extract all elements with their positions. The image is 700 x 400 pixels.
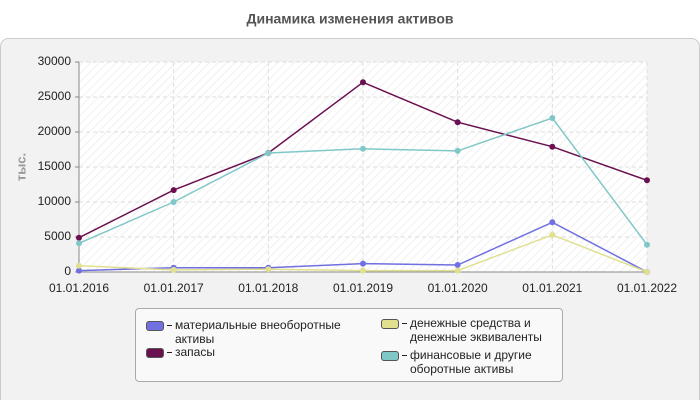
point bbox=[265, 150, 272, 156]
legend-dash bbox=[402, 323, 407, 324]
y-tick-label: 20000 bbox=[38, 124, 72, 138]
legend-dash bbox=[167, 325, 172, 326]
x-tick-label: 01.01.2018 bbox=[238, 281, 298, 295]
point bbox=[76, 262, 82, 269]
point bbox=[265, 266, 272, 273]
legend-item: материальные внеоборотные активы bbox=[146, 318, 346, 346]
legend-dash bbox=[167, 352, 172, 353]
legend-item: запасы bbox=[146, 345, 346, 359]
point bbox=[76, 234, 82, 241]
point bbox=[76, 240, 82, 247]
point bbox=[170, 199, 177, 205]
legend-swatch bbox=[146, 348, 164, 358]
y-tick-label: 10000 bbox=[38, 194, 72, 208]
legend-label: запасы bbox=[175, 345, 215, 359]
x-tick-label: 01.01.2019 bbox=[333, 281, 393, 295]
x-tick-label: 01.01.2021 bbox=[522, 281, 582, 295]
point bbox=[360, 267, 366, 274]
x-tick-label: 01.01.2022 bbox=[617, 281, 677, 295]
point bbox=[454, 119, 461, 126]
point bbox=[549, 143, 556, 150]
point bbox=[644, 241, 650, 248]
point bbox=[549, 231, 556, 238]
point bbox=[454, 267, 461, 274]
point bbox=[360, 260, 366, 267]
x-tick-label: 01.01.2020 bbox=[428, 281, 488, 295]
point bbox=[549, 219, 556, 226]
y-tick-label: 25000 bbox=[38, 89, 72, 103]
y-tick-label: 15000 bbox=[38, 159, 72, 173]
point bbox=[170, 266, 177, 273]
legend-swatch bbox=[146, 321, 164, 331]
legend-item: финансовые и другие оборотные активы bbox=[381, 348, 556, 376]
legend-label: материальные внеоборотные активы bbox=[175, 318, 341, 346]
point bbox=[454, 262, 461, 268]
legend-swatch bbox=[381, 351, 399, 361]
point bbox=[454, 147, 461, 154]
point bbox=[644, 269, 650, 275]
point bbox=[549, 115, 556, 121]
point bbox=[76, 267, 82, 274]
point bbox=[170, 187, 177, 194]
point bbox=[360, 79, 366, 86]
legend-label: финансовые и другие оборотные активы bbox=[410, 348, 532, 376]
x-tick-label: 01.01.2017 bbox=[144, 281, 204, 295]
y-axis-title: тыс. bbox=[13, 153, 28, 181]
chart-title: Динамика изменения активов bbox=[246, 11, 453, 27]
legend-item: денежные средства и денежные эквиваленты bbox=[381, 316, 556, 344]
legend-swatch bbox=[381, 319, 399, 329]
y-tick-label: 0 bbox=[64, 264, 71, 278]
point bbox=[360, 145, 366, 152]
legend-label: денежные средства и денежные эквиваленты bbox=[410, 316, 542, 344]
point bbox=[644, 177, 650, 184]
y-tick-label: 30000 bbox=[38, 54, 72, 68]
x-tick-label: 01.01.2016 bbox=[49, 281, 109, 295]
legend: материальные внеоборотные активы запасы де… bbox=[135, 308, 563, 382]
legend-dash bbox=[402, 355, 407, 356]
y-tick-label: 5000 bbox=[44, 229, 71, 243]
